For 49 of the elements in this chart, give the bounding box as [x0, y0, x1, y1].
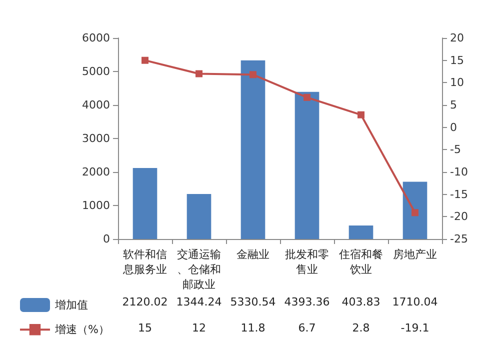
data-label: 12 — [192, 322, 206, 334]
y2-tick-label: 0 — [450, 120, 457, 134]
data-label: 403.83 — [342, 296, 380, 308]
point — [358, 111, 364, 118]
x-tick-label: 金融业 — [236, 248, 270, 261]
y2-tick-label: -10 — [450, 166, 468, 178]
y2-tick-label: -25 — [450, 232, 468, 246]
x-tick-label: 房地产业 — [393, 248, 437, 261]
x-tick-label: 软件和信息服务业 — [122, 248, 167, 276]
y2-tick-label: 5 — [450, 98, 457, 112]
data-label: 4393.36 — [284, 296, 330, 308]
y2-tick-label: -5 — [450, 143, 461, 156]
bar — [402, 182, 428, 239]
legend-label: 增加值 — [54, 298, 88, 312]
data-label: 1710.04 — [392, 296, 438, 308]
data-label: 11.8 — [240, 322, 266, 334]
data-label: 15 — [138, 322, 152, 334]
y2-tick-label: 15 — [450, 54, 464, 67]
data-label: 6.7 — [298, 322, 316, 334]
y-tick-label: 5000 — [82, 65, 110, 78]
x-tick-label: 批发和零售业 — [285, 248, 329, 276]
bar — [186, 194, 212, 239]
y-tick-label: 1000 — [82, 199, 110, 212]
point — [250, 71, 256, 78]
y2-tick-label: -20 — [450, 210, 468, 224]
point — [142, 56, 148, 64]
y-tick-label: 6000 — [82, 32, 110, 44]
x-tick-label: 交通运输、仓储和邮政业 — [177, 248, 221, 291]
y2-tick-label: 20 — [450, 32, 464, 44]
bar — [294, 92, 320, 239]
data-label: 1344.24 — [176, 296, 222, 308]
y2-tick-label: 10 — [450, 76, 464, 90]
y-tick-label: 0 — [103, 232, 110, 246]
bar — [240, 60, 266, 239]
legend-label: 增速（%） — [54, 323, 110, 336]
x-tick-label: 住宿和餐饮业 — [339, 248, 383, 276]
data-label: 2.8 — [352, 322, 370, 334]
y-tick-label: 2000 — [82, 166, 110, 178]
point — [304, 94, 310, 101]
y-tick-label: 3000 — [82, 132, 110, 145]
bar — [132, 168, 158, 239]
y2-tick-label: -15 — [450, 188, 468, 201]
bar — [348, 225, 374, 239]
point — [412, 209, 418, 216]
data-label: 2120.02 — [122, 296, 168, 308]
data-label: -19.1 — [400, 322, 430, 334]
point — [196, 70, 202, 78]
y-tick-label: 4000 — [82, 98, 110, 112]
data-label: 5330.54 — [230, 296, 276, 308]
